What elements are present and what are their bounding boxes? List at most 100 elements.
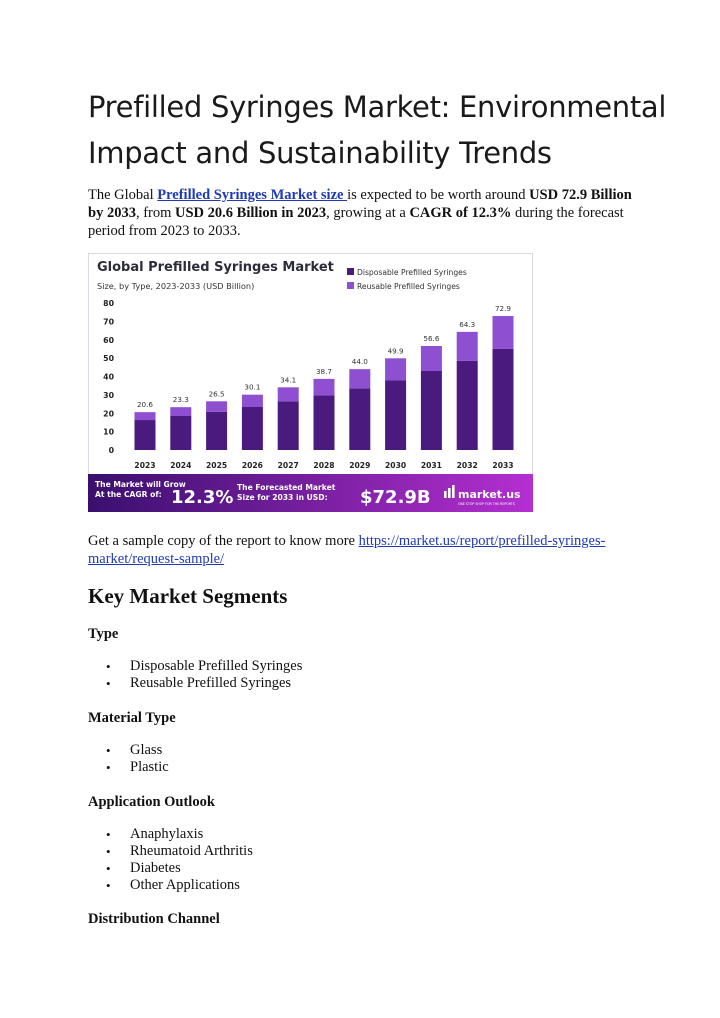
- segment-list-material: Glass Plastic: [88, 742, 169, 776]
- forecast-value: $72.9B: [360, 487, 431, 508]
- bar-disposable-2025: [206, 411, 228, 450]
- bar-total-label: 26.5: [209, 389, 225, 398]
- market-size-link[interactable]: Prefilled Syringes Market size: [157, 187, 348, 203]
- bar-total-label: 23.3: [173, 395, 189, 404]
- bar-reusable-2031: [420, 345, 442, 371]
- y-axis: 0 10 20 30 40 50 60 70 80: [103, 299, 114, 455]
- bar-disposable-2023: [134, 420, 156, 450]
- sample-prefix: Get a sample copy of the report to know …: [88, 533, 359, 549]
- y-tick-label: 0: [109, 446, 115, 455]
- page-title: Prefilled Syringes Market: Environmental…: [88, 90, 667, 170]
- intro-mid2: , from: [135, 205, 176, 221]
- intro-base-value: USD 20.6 Billion in 2023: [175, 205, 327, 221]
- legend-swatch-reusable: [347, 282, 354, 289]
- list-item: Reusable Prefilled Syringes: [88, 675, 302, 692]
- x-tick-label: 2025: [206, 461, 227, 470]
- x-tick-label: 2028: [313, 461, 334, 470]
- x-tick-label: 2024: [170, 461, 191, 470]
- bar-disposable-2030: [385, 380, 407, 450]
- bar-total-label: 72.9: [495, 304, 511, 313]
- bar-disposable-2029: [349, 388, 371, 450]
- bar-disposable-2032: [456, 360, 478, 450]
- bar-series: [134, 316, 514, 450]
- bar-reusable-2026: [241, 394, 263, 408]
- intro-cagr: CAGR of 12.3%: [409, 205, 512, 221]
- segment-title-type: Type: [88, 626, 119, 642]
- bar-total-label: 56.6: [423, 334, 439, 343]
- segment-title-distribution: Distribution Channel: [88, 911, 220, 927]
- legend-label-disposable: Disposable Prefilled Syringes: [357, 268, 467, 277]
- x-tick-label: 2032: [457, 461, 478, 470]
- x-tick-label: 2030: [385, 461, 406, 470]
- forecast-label-line1: The Forecasted Market: [237, 483, 336, 492]
- x-tick-label: 2023: [134, 461, 155, 470]
- x-tick-label: 2027: [278, 461, 299, 470]
- cagr-value: 12.3%: [171, 487, 233, 508]
- x-tick-label: 2026: [242, 461, 263, 470]
- list-item: Anaphylaxis: [88, 826, 253, 843]
- list-item: Disposable Prefilled Syringes: [88, 658, 302, 675]
- brand-name: market.us: [458, 488, 521, 501]
- bar-reusable-2029: [349, 369, 371, 389]
- segment-list-type: Disposable Prefilled Syringes Reusable P…: [88, 658, 302, 692]
- y-tick-label: 50: [103, 354, 114, 363]
- segment-list-application: Anaphylaxis Rheumatoid Arthritis Diabete…: [88, 826, 253, 894]
- segment-title-application: Application Outlook: [88, 794, 215, 810]
- chart-subtitle: Size, by Type, 2023-2033 (USD Billion): [97, 281, 254, 291]
- bar-reusable-2027: [277, 387, 299, 402]
- x-tick-label: 2029: [349, 461, 370, 470]
- bar-total-label: 49.9: [388, 346, 404, 355]
- bar-disposable-2024: [170, 416, 192, 450]
- bar-reusable-2025: [206, 401, 228, 412]
- legend-label-reusable: Reusable Prefilled Syringes: [357, 282, 460, 291]
- intro-forecast-value: USD 72.9 Billion by 2033: [88, 187, 632, 221]
- bar-reusable-2032: [456, 331, 478, 361]
- sample-paragraph: Get a sample copy of the report to know …: [88, 532, 648, 568]
- segment-title-material: Material Type: [88, 710, 176, 726]
- y-tick-label: 20: [103, 409, 114, 418]
- footer-banner: [88, 474, 533, 512]
- bar-total-label: 64.3: [459, 320, 475, 329]
- bar-disposable-2028: [313, 395, 335, 450]
- bar-total-labels: 20.6 23.3 26.5 30.1 34.1 38.7 44.0 49.9 56.6 64.3…: [137, 304, 511, 409]
- bar-total-label: 44.0: [352, 357, 368, 366]
- list-item: Plastic: [88, 759, 169, 776]
- bar-reusable-2024: [170, 407, 192, 417]
- legend-swatch-disposable: [347, 268, 354, 275]
- chart-title: Global Prefilled Syringes Market: [97, 260, 334, 275]
- intro-prefix: The Global: [88, 187, 158, 203]
- y-tick-label: 30: [103, 391, 114, 400]
- cagr-label-line2: At the CAGR of:: [95, 490, 162, 499]
- intro-mid3: , growing at a: [326, 205, 410, 221]
- bar-disposable-2027: [277, 401, 299, 450]
- x-tick-label: 2031: [421, 461, 442, 470]
- bar-total-label: 38.7: [316, 367, 332, 376]
- bar-reusable-2028: [313, 378, 335, 396]
- cagr-label-line1: The Market will Grow: [95, 480, 186, 489]
- market-infographic: Global Prefilled Syringes Market Size, b…: [88, 253, 533, 512]
- list-item: Other Applications: [88, 877, 253, 894]
- y-tick-label: 80: [103, 299, 114, 308]
- bar-total-label: 20.6: [137, 400, 153, 409]
- bar-reusable-2023: [134, 412, 156, 421]
- list-item: Rheumatoid Arthritis: [88, 843, 253, 860]
- y-tick-label: 60: [103, 336, 114, 345]
- bar-disposable-2026: [241, 407, 263, 450]
- segments-heading: Key Market Segments: [88, 584, 288, 608]
- bar-total-label: 30.1: [244, 383, 260, 392]
- bar-disposable-2033: [492, 348, 514, 450]
- intro-paragraph: The Global Prefilled Syringes Market siz…: [88, 186, 648, 240]
- y-tick-label: 10: [103, 428, 114, 437]
- market-us-logo-icon: [444, 485, 455, 498]
- bar-reusable-2030: [385, 358, 407, 381]
- bar-disposable-2031: [420, 370, 442, 450]
- intro-suffix: during the forecast period from 2023 to …: [88, 205, 624, 239]
- sample-request-link[interactable]: https://market.us/report/prefilled-syrin…: [88, 533, 606, 567]
- forecast-label-line2: Size for 2033 in USD:: [237, 493, 328, 502]
- intro-mid1: is expected to be worth around: [347, 187, 530, 203]
- y-tick-label: 40: [103, 373, 114, 382]
- bar-reusable-2033: [492, 316, 514, 349]
- brand-tagline: ONE STOP SHOP FOR THE REPORTS: [458, 502, 515, 506]
- list-item: Diabetes: [88, 860, 253, 877]
- bar-total-label: 34.1: [280, 375, 296, 384]
